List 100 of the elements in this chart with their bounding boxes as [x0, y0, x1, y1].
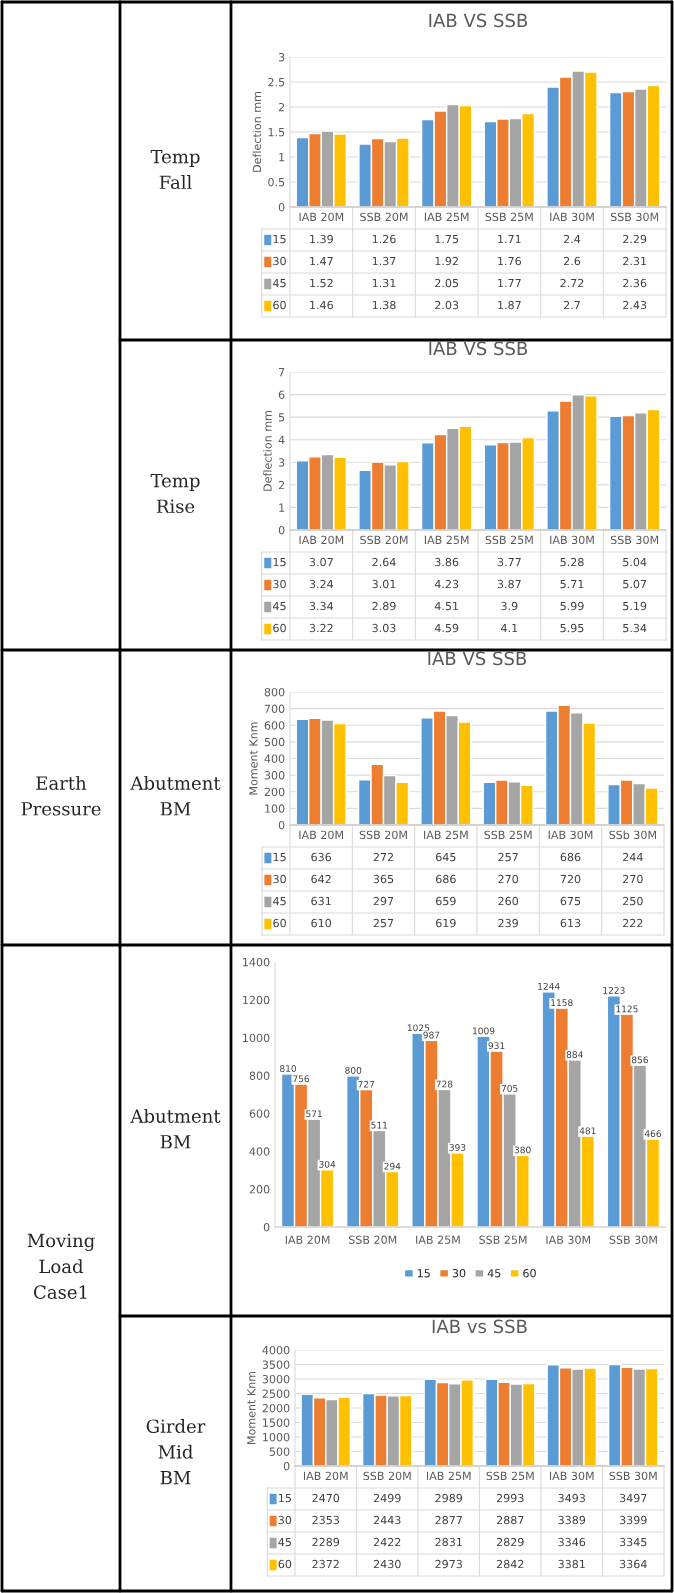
data-label: 2.89 — [372, 601, 396, 611]
y-axis-title: Deflection mm — [252, 92, 262, 172]
data-label: 239 — [498, 918, 518, 928]
data-label: 2989 — [435, 1493, 463, 1503]
legend-label: 45 — [487, 1269, 501, 1278]
legend-label: 30 — [452, 1269, 466, 1278]
data-label: 3.24 — [309, 579, 334, 589]
data-label: 3.86 — [435, 557, 459, 567]
data-label: 810 — [280, 1065, 297, 1072]
chart-title: IAB VS SSB — [428, 651, 527, 666]
data-label: 2.03 — [435, 300, 459, 310]
text: Moving Load Case1 — [27, 1233, 95, 1299]
data-label: 511 — [371, 1121, 388, 1129]
y-tick-label: 0 — [283, 1461, 290, 1471]
legend-label: 60 — [273, 300, 286, 310]
x-tick-label: IAB 25M — [424, 212, 469, 222]
data-label: 2887 — [496, 1515, 524, 1525]
data-label: 4.23 — [434, 579, 459, 589]
data-label: 2422 — [373, 1537, 401, 1547]
y-tick-label: 1000 — [263, 1432, 290, 1442]
x-tick-label: SSB 30M — [610, 535, 659, 545]
data-label: 1223 — [603, 986, 625, 994]
text: Abutment BM — [130, 775, 221, 816]
data-label: 3.03 — [372, 623, 396, 633]
data-label: 5.28 — [560, 557, 584, 567]
y-tick-label: 800 — [249, 1071, 270, 1080]
text: Girder Mid BM — [146, 1419, 206, 1485]
legend-label: 15 — [417, 1269, 430, 1278]
data-label: 2877 — [435, 1515, 462, 1525]
data-label: 2.72 — [560, 278, 584, 288]
data-label: 675 — [560, 896, 581, 906]
legend-label: 15 — [273, 852, 286, 862]
data-label: 244 — [623, 852, 643, 862]
data-label: 2.31 — [623, 256, 647, 266]
data-label: 2.43 — [623, 300, 647, 310]
legend-label: 30 — [273, 579, 286, 589]
data-label: 260 — [498, 896, 519, 906]
data-label: 1244 — [538, 982, 560, 990]
data-label: 2353 — [312, 1515, 339, 1525]
data-label: 2430 — [373, 1559, 401, 1569]
data-label: 2973 — [435, 1559, 462, 1569]
y-tick-label: 300 — [264, 771, 285, 780]
data-label: 2.29 — [623, 234, 647, 244]
x-tick-label: SSb 30M — [609, 830, 656, 840]
data-label: 270 — [498, 874, 519, 884]
data-label: 2993 — [496, 1493, 524, 1503]
data-label: 1158 — [551, 999, 573, 1007]
x-tick-label: SSB 25M — [486, 1471, 534, 1481]
y-tick-label: 1200 — [243, 995, 270, 1005]
x-tick-label: SSB 25M — [479, 1235, 527, 1244]
y-tick-label: 3 — [278, 52, 285, 62]
y-tick-label: 500 — [264, 737, 285, 747]
y-tick-label: 100 — [265, 804, 285, 813]
data-label: 2.36 — [623, 278, 647, 288]
legend-label: 60 — [273, 918, 286, 928]
data-label: 5.71 — [560, 579, 584, 589]
x-tick-label: IAB 30M — [550, 212, 594, 222]
x-tick-label: IAB 25M — [424, 535, 469, 545]
data-label: 3.01 — [372, 579, 396, 589]
data-label: 365 — [373, 874, 394, 884]
data-label: 2.4 — [563, 234, 581, 244]
y-tick-label: 0.5 — [268, 177, 285, 187]
data-label: 800 — [345, 1066, 362, 1074]
y-tick-label: 1000 — [243, 1033, 270, 1043]
y-axis-title: Moment Knm — [247, 1371, 256, 1444]
legend-label: 15 — [273, 234, 286, 244]
data-label: 297 — [373, 896, 394, 906]
legend-label: 45 — [273, 896, 286, 906]
data-label: 1.39 — [310, 234, 333, 244]
y-tick-label: 1 — [279, 503, 285, 512]
data-label: 250 — [623, 896, 643, 906]
y-tick-label: 0 — [263, 1222, 270, 1232]
chart-title: IAB vs SSB — [432, 1319, 527, 1334]
data-label: 1.77 — [498, 278, 521, 288]
y-tick-label: 6 — [278, 390, 285, 399]
data-label: 3346 — [558, 1537, 586, 1547]
x-tick-label: SSB 30M — [609, 1235, 657, 1244]
data-label: 5.34 — [623, 623, 647, 633]
data-label: 2.7 — [563, 300, 580, 310]
legend-label: 45 — [273, 278, 286, 288]
x-tick-label: SSB 30M — [610, 212, 659, 222]
data-label: 2499 — [373, 1493, 401, 1503]
y-tick-label: 600 — [264, 721, 285, 730]
data-label: 1.47 — [310, 256, 333, 266]
data-label: 270 — [623, 874, 643, 884]
y-tick-label: 800 — [264, 687, 285, 697]
y-tick-label: 600 — [249, 1109, 270, 1118]
data-label: 3381 — [558, 1559, 585, 1569]
y-tick-label: 2500 — [262, 1389, 290, 1398]
data-label: 466 — [644, 1130, 662, 1138]
data-label: 571 — [306, 1110, 322, 1118]
text: Temp Fall — [150, 149, 200, 190]
x-tick-label: SSB 20M — [360, 212, 408, 222]
data-label: 2842 — [496, 1559, 524, 1569]
data-label: 2372 — [312, 1559, 339, 1569]
data-label: 5.99 — [560, 601, 584, 611]
data-label: 3389 — [558, 1515, 586, 1525]
data-label: 613 — [560, 918, 581, 928]
data-label: 705 — [501, 1084, 518, 1092]
data-label: 728 — [436, 1080, 453, 1088]
